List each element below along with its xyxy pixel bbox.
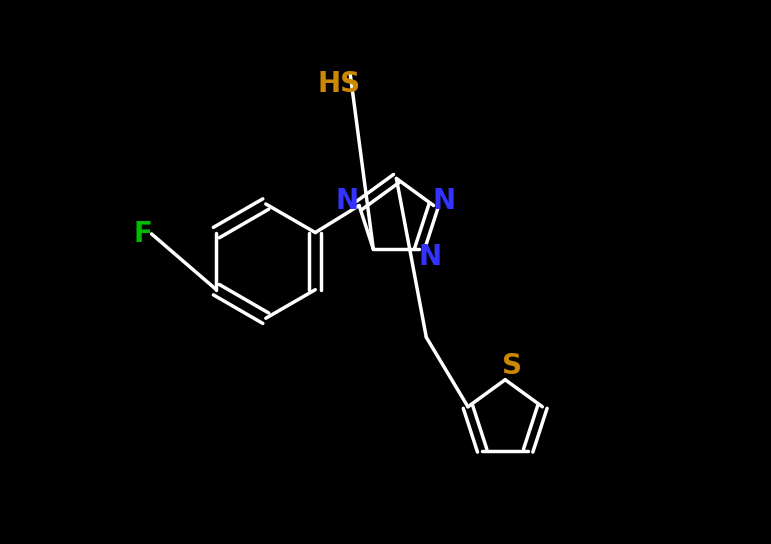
- Text: N: N: [433, 187, 456, 215]
- Text: N: N: [419, 244, 442, 271]
- Text: HS: HS: [318, 70, 361, 98]
- Text: F: F: [134, 220, 153, 248]
- Text: S: S: [502, 352, 522, 380]
- Text: N: N: [335, 187, 359, 215]
